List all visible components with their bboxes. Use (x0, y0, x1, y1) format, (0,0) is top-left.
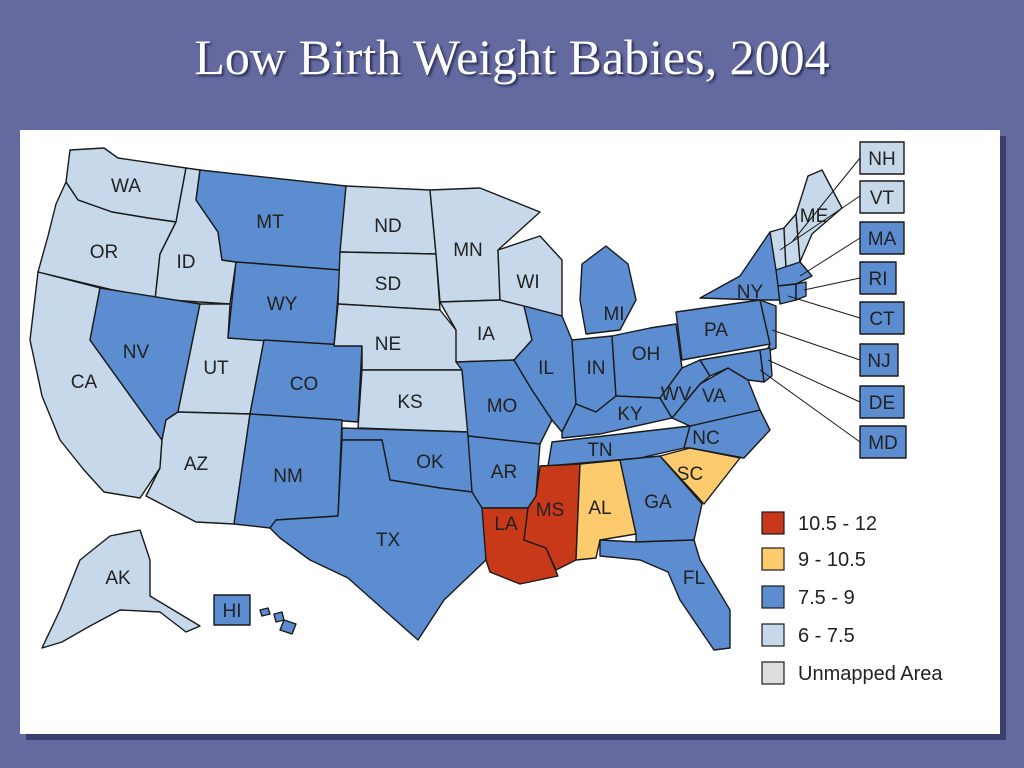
callout-box-MD[interactable] (859, 425, 907, 459)
callout-box-VT[interactable] (859, 180, 905, 214)
label-IL: IL (538, 358, 554, 379)
callout-label-MD: MD (868, 433, 898, 454)
label-MO: MO (487, 396, 518, 417)
label-MT: MT (256, 212, 284, 233)
state-TN[interactable] (547, 425, 691, 467)
callout-label-MA: MA (868, 229, 897, 250)
label-WA: WA (111, 176, 141, 197)
state-CT-shape[interactable] (777, 283, 797, 305)
label-TN: TN (587, 440, 612, 461)
callout-box-CT[interactable] (859, 301, 905, 335)
label-ME: ME (800, 206, 829, 227)
state-RI-shape[interactable] (795, 281, 807, 301)
state-FL[interactable] (599, 539, 731, 651)
map-legend: 10.5 - 12 9 - 10.5 7.5 - 9 6 - 7.5 Unmap… (761, 511, 943, 685)
label-SC: SC (677, 464, 703, 485)
callout-label-DE: DE (869, 393, 895, 414)
label-OR: OR (90, 242, 119, 263)
label-OK: OK (416, 452, 444, 473)
legend-swatch-2 (761, 585, 785, 609)
label-WY: WY (267, 294, 298, 315)
label-MI: MI (603, 304, 624, 325)
label-NV: NV (123, 342, 150, 363)
label-AR: AR (491, 462, 517, 483)
legend-label-0: 10.5 - 12 (798, 513, 877, 535)
legend-swatch-3 (761, 623, 785, 647)
label-SD: SD (375, 274, 401, 295)
label-PA: PA (704, 320, 728, 341)
hawaii-islands (259, 607, 297, 635)
label-MN: MN (453, 240, 483, 261)
label-WI: WI (516, 272, 539, 293)
label-LA: LA (494, 514, 518, 535)
callout-label-CT: CT (869, 309, 895, 330)
label-NC: NC (692, 428, 719, 449)
label-NY: NY (737, 282, 764, 303)
state-MI[interactable] (579, 245, 637, 335)
legend-label-3: 6 - 7.5 (798, 625, 855, 647)
legend-swatch-4 (761, 661, 785, 685)
label-TX: TX (376, 530, 401, 551)
state-labels: WA OR CA ID NV UT AZ MT WY CO NM ND SD N… (71, 176, 828, 622)
callout-box-MA[interactable] (859, 221, 905, 255)
label-KY: KY (617, 404, 643, 425)
state-NJ-shape[interactable] (759, 299, 777, 353)
slide-title: Low Birth Weight Babies, 2004 (194, 29, 830, 85)
callout-label-VT: VT (870, 188, 895, 209)
label-HI: HI (223, 601, 242, 622)
label-FL: FL (683, 568, 705, 589)
label-WV: WV (661, 384, 692, 405)
state-AK[interactable] (41, 529, 201, 649)
legend-label-4: Unmapped Area (798, 663, 943, 685)
legend-swatch-0 (761, 511, 785, 535)
state-IL[interactable] (513, 305, 577, 433)
label-MS: MS (536, 500, 565, 521)
label-OH: OH (632, 344, 661, 365)
label-ID: ID (177, 252, 196, 273)
label-VA: VA (702, 386, 726, 407)
callout-leaders (759, 157, 861, 443)
callout-box-RI[interactable] (859, 261, 897, 295)
callout-box-NH[interactable] (859, 141, 905, 175)
label-GA: GA (644, 492, 672, 513)
label-UT: UT (203, 358, 229, 379)
label-NM: NM (273, 466, 303, 487)
label-AK: AK (105, 568, 131, 589)
label-CA: CA (71, 372, 98, 393)
callout-label-NJ: NJ (867, 351, 890, 372)
label-AZ: AZ (184, 454, 209, 475)
state-SC[interactable] (659, 447, 741, 505)
label-ND: ND (374, 216, 401, 237)
state-MA-shape[interactable] (775, 261, 813, 287)
legend-label-2: 7.5 - 9 (798, 587, 855, 609)
callout-boxes: NH VT MA RI CT NJ DE MD (859, 141, 907, 459)
state-HI-box[interactable] (213, 594, 251, 626)
callout-label-RI: RI (869, 269, 888, 290)
label-IA: IA (477, 324, 495, 345)
callout-box-DE[interactable] (859, 385, 905, 419)
callout-label-NH: NH (868, 149, 895, 170)
state-TX[interactable] (269, 439, 487, 641)
callout-box-NJ[interactable] (859, 343, 899, 377)
label-IN: IN (587, 358, 606, 379)
legend-swatch-1 (761, 547, 785, 571)
legend-label-1: 9 - 10.5 (798, 549, 866, 571)
label-KS: KS (397, 392, 422, 413)
label-CO: CO (290, 374, 319, 395)
label-AL: AL (588, 498, 611, 519)
label-NE: NE (375, 334, 401, 355)
